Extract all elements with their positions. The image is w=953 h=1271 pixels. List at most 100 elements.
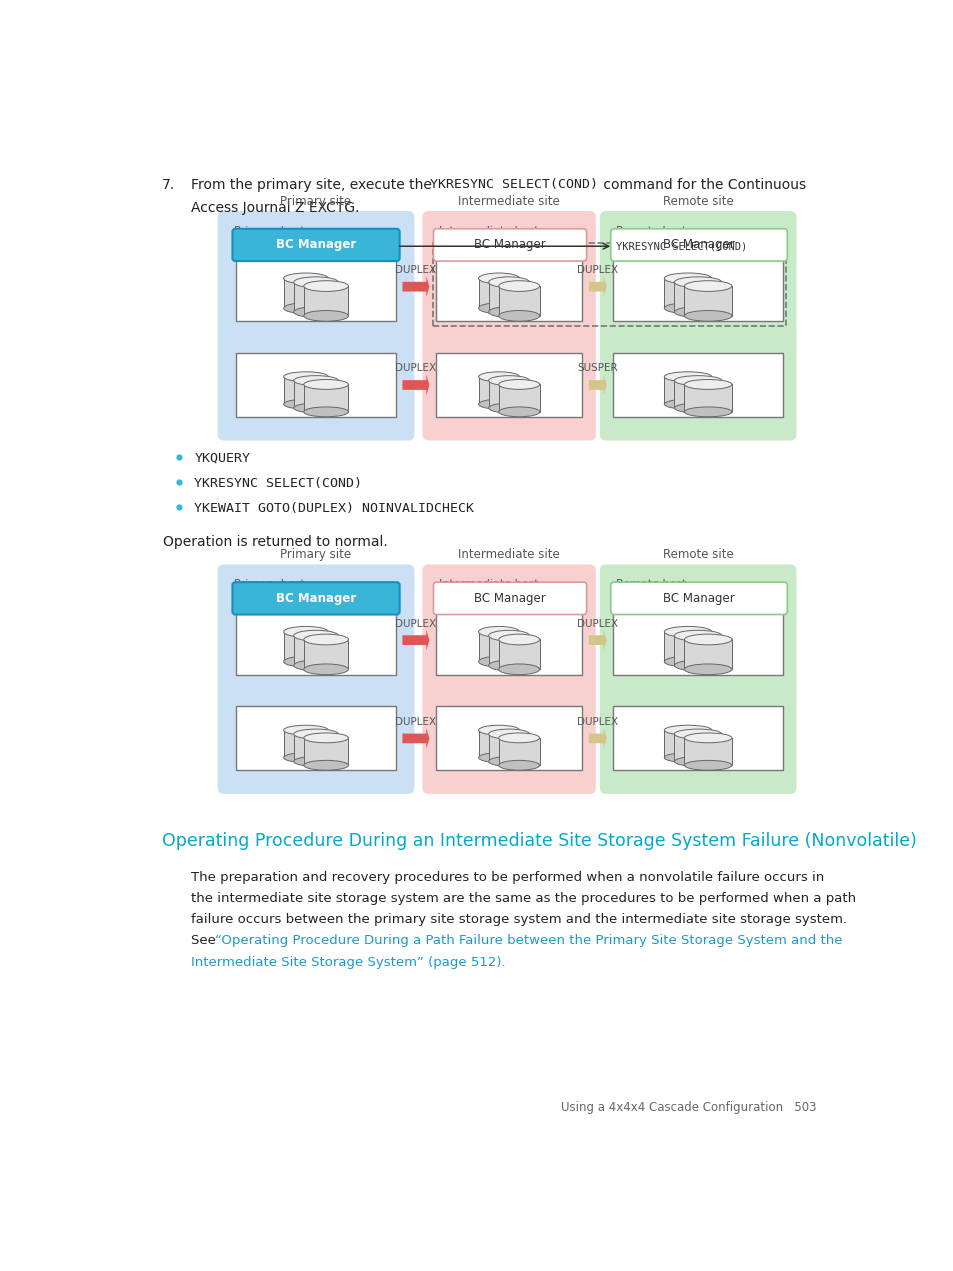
FancyBboxPatch shape: [233, 582, 399, 614]
Ellipse shape: [488, 376, 529, 385]
FancyBboxPatch shape: [425, 216, 592, 435]
Text: See: See: [192, 934, 220, 947]
Ellipse shape: [683, 733, 731, 742]
Ellipse shape: [683, 407, 731, 417]
FancyBboxPatch shape: [602, 569, 793, 788]
Text: DUPLEX: DUPLEX: [395, 266, 436, 275]
Ellipse shape: [303, 310, 348, 322]
Ellipse shape: [303, 281, 348, 291]
Ellipse shape: [683, 663, 731, 675]
Bar: [478, 278, 519, 308]
FancyBboxPatch shape: [217, 211, 414, 441]
Ellipse shape: [478, 372, 519, 381]
Ellipse shape: [663, 726, 711, 735]
Bar: [433, 243, 785, 327]
Ellipse shape: [283, 627, 328, 637]
Ellipse shape: [488, 660, 529, 671]
Ellipse shape: [478, 726, 519, 735]
Ellipse shape: [683, 760, 731, 770]
FancyBboxPatch shape: [599, 211, 796, 441]
Ellipse shape: [478, 399, 519, 409]
Ellipse shape: [498, 310, 539, 322]
Ellipse shape: [283, 302, 328, 314]
FancyBboxPatch shape: [422, 564, 596, 794]
Text: BC Manager: BC Manager: [662, 239, 734, 252]
Bar: [436, 353, 581, 417]
Text: BC Manager: BC Manager: [474, 592, 545, 605]
Text: Operation is returned to normal.: Operation is returned to normal.: [163, 535, 388, 549]
Text: Primary host: Primary host: [233, 226, 304, 235]
Text: Remote site: Remote site: [662, 194, 733, 208]
Ellipse shape: [488, 306, 529, 318]
Ellipse shape: [488, 730, 529, 738]
Bar: [436, 252, 581, 322]
Ellipse shape: [294, 306, 338, 318]
Ellipse shape: [498, 281, 539, 291]
Ellipse shape: [294, 277, 338, 287]
FancyBboxPatch shape: [422, 211, 596, 441]
Text: From the primary site, execute the: From the primary site, execute the: [192, 178, 436, 192]
Text: Primary site: Primary site: [280, 194, 352, 208]
Ellipse shape: [478, 273, 519, 283]
Bar: [236, 605, 395, 675]
Bar: [663, 376, 711, 404]
Text: Remote host: Remote host: [616, 226, 686, 235]
Bar: [294, 282, 338, 311]
Text: YKRESYNC SELECT(COND): YKRESYNC SELECT(COND): [194, 477, 362, 489]
Ellipse shape: [478, 752, 519, 763]
Bar: [478, 730, 519, 758]
Bar: [283, 632, 328, 662]
Ellipse shape: [303, 634, 348, 644]
Text: YKQUERY: YKQUERY: [194, 451, 250, 464]
Text: DUPLEX: DUPLEX: [395, 619, 436, 629]
FancyBboxPatch shape: [233, 229, 399, 261]
Bar: [498, 286, 539, 316]
Text: DUPLEX: DUPLEX: [395, 717, 436, 727]
Ellipse shape: [488, 277, 529, 287]
Text: Remote host: Remote host: [616, 580, 686, 588]
Ellipse shape: [683, 380, 731, 389]
Text: DUPLEX: DUPLEX: [395, 364, 436, 374]
Text: Operating Procedure During an Intermediate Site Storage System Failure (Nonvolat: Operating Procedure During an Intermedia…: [162, 833, 916, 850]
Bar: [683, 639, 731, 670]
Ellipse shape: [498, 760, 539, 770]
Bar: [613, 353, 782, 417]
Text: Remote site: Remote site: [662, 548, 733, 562]
Ellipse shape: [663, 399, 711, 409]
Ellipse shape: [683, 634, 731, 644]
Ellipse shape: [663, 656, 711, 667]
Bar: [498, 738, 539, 765]
Text: BC Manager: BC Manager: [275, 239, 355, 252]
Text: 7.: 7.: [162, 178, 174, 192]
FancyBboxPatch shape: [433, 582, 586, 614]
Text: YKRESYNC SELECT(COND): YKRESYNC SELECT(COND): [615, 241, 746, 252]
Ellipse shape: [683, 310, 731, 322]
Ellipse shape: [674, 660, 721, 671]
Text: Using a 4x4x4 Cascade Configuration   503: Using a 4x4x4 Cascade Configuration 503: [560, 1101, 816, 1115]
Bar: [303, 384, 348, 412]
Ellipse shape: [294, 730, 338, 738]
Bar: [488, 380, 529, 408]
Bar: [303, 286, 348, 316]
Ellipse shape: [283, 752, 328, 763]
Ellipse shape: [674, 630, 721, 641]
Bar: [498, 639, 539, 670]
Text: “Operating Procedure During a Path Failure between the Primary Site Storage Syst: “Operating Procedure During a Path Failu…: [215, 934, 841, 947]
Ellipse shape: [498, 634, 539, 644]
Bar: [683, 738, 731, 765]
Text: DUPLEX: DUPLEX: [577, 717, 618, 727]
Text: DUPLEX: DUPLEX: [577, 619, 618, 629]
Text: YKRESYNC SELECT(COND): YKRESYNC SELECT(COND): [430, 178, 598, 191]
Ellipse shape: [498, 663, 539, 675]
Text: Intermediate host: Intermediate host: [438, 226, 537, 235]
Ellipse shape: [674, 756, 721, 766]
Text: Intermediate site: Intermediate site: [457, 548, 559, 562]
Ellipse shape: [683, 281, 731, 291]
Bar: [613, 707, 782, 770]
Ellipse shape: [283, 372, 328, 381]
Bar: [283, 730, 328, 758]
Ellipse shape: [294, 756, 338, 766]
Bar: [613, 605, 782, 675]
Bar: [478, 632, 519, 662]
Text: BC Manager: BC Manager: [662, 592, 734, 605]
